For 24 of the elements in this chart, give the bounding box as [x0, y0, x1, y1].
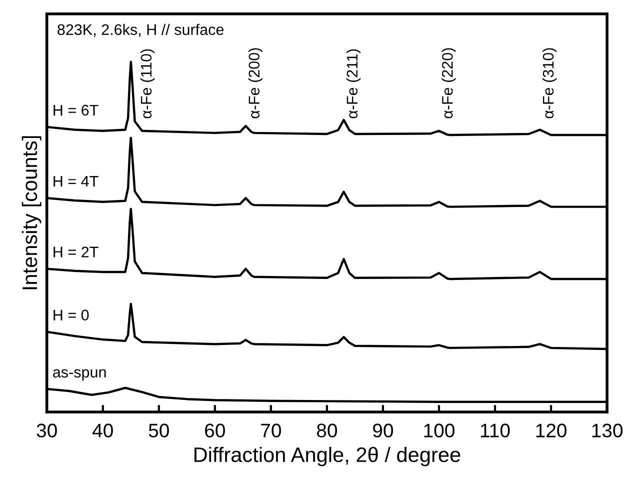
- x-axis-title: Diffraction Angle, 2θ / degree: [194, 446, 460, 466]
- series-label: H = 0: [54, 310, 89, 320]
- x-tick-label: 70: [261, 424, 281, 438]
- series-label: H = 2T: [54, 246, 98, 258]
- annotation: α-Fe (211): [346, 49, 361, 118]
- x-tick-label: 60: [205, 424, 225, 438]
- series-label: H = 6T: [54, 104, 98, 116]
- annotation: α-Fe (200): [248, 48, 263, 118]
- x-tick-label: 110: [480, 424, 510, 438]
- x-tick-label: 80: [316, 424, 337, 438]
- annotation: α-Fe (110): [140, 49, 155, 118]
- y-axis-title: Intensity [counts]: [22, 136, 42, 290]
- chart-title: 823K, 2.6ks, H // surface: [58, 24, 224, 37]
- series-label: H = 4T: [54, 176, 98, 187]
- annotation: α-Fe (310): [542, 48, 557, 118]
- series-label: as-spun: [53, 369, 106, 381]
- x-tick-label: 40: [92, 424, 113, 438]
- x-tick-label: 30: [36, 424, 57, 438]
- x-tick-label: 90: [373, 424, 394, 438]
- x-tick-label: 120: [536, 424, 566, 438]
- x-tick-label: 100: [424, 424, 454, 438]
- x-tick-label: 50: [148, 424, 169, 438]
- annotation: α-Fe (220): [442, 48, 456, 118]
- x-tick-label: 130: [592, 424, 623, 438]
